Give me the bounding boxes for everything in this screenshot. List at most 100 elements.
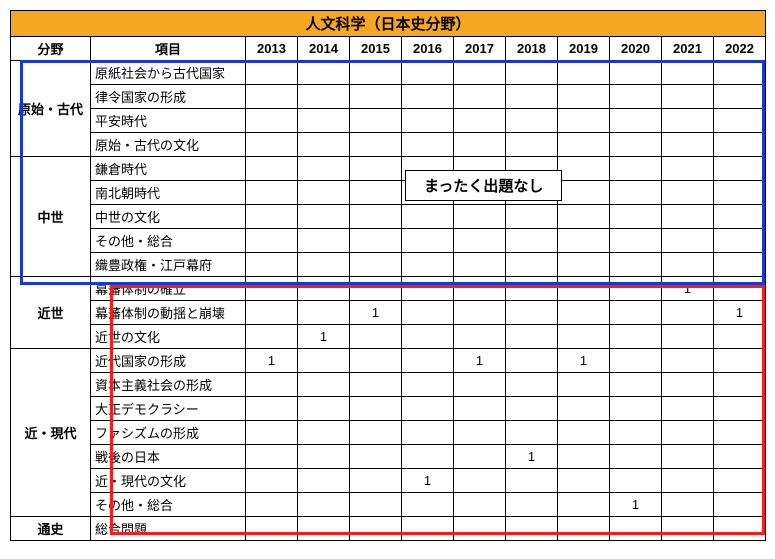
table-row: 律令国家の形成 (11, 85, 766, 109)
data-cell (610, 229, 662, 253)
data-cell (350, 277, 402, 301)
data-cell (454, 373, 506, 397)
data-cell (558, 469, 610, 493)
data-cell (662, 157, 714, 181)
data-cell (610, 445, 662, 469)
data-cell (610, 205, 662, 229)
table-title: 人文科学（日本史分野） (11, 11, 766, 37)
data-cell (714, 253, 766, 277)
data-cell (350, 373, 402, 397)
category-cell: 近世 (11, 277, 91, 349)
data-cell (506, 181, 558, 205)
data-cell (246, 277, 298, 301)
table-row: その他・総合 (11, 229, 766, 253)
table-row: 通史総合問題 (11, 517, 766, 541)
data-cell (298, 157, 350, 181)
data-cell (402, 109, 454, 133)
data-cell (454, 469, 506, 493)
data-cell (506, 325, 558, 349)
item-cell: 原紙社会から古代国家 (91, 61, 246, 85)
data-cell (714, 517, 766, 541)
col-item: 項目 (91, 37, 246, 61)
data-cell (610, 61, 662, 85)
col-year: 2016 (402, 37, 454, 61)
data-cell (714, 85, 766, 109)
data-cell: 1 (402, 469, 454, 493)
data-cell (662, 205, 714, 229)
data-cell (662, 85, 714, 109)
data-cell (298, 133, 350, 157)
category-cell: 通史 (11, 517, 91, 541)
data-cell (714, 397, 766, 421)
data-cell (714, 277, 766, 301)
data-cell (558, 133, 610, 157)
data-cell (454, 85, 506, 109)
data-cell (558, 493, 610, 517)
item-cell: ファシズムの形成 (91, 421, 246, 445)
data-cell (402, 493, 454, 517)
data-cell (454, 445, 506, 469)
data-cell (298, 181, 350, 205)
data-cell (246, 61, 298, 85)
table-row: ファシズムの形成 (11, 421, 766, 445)
data-cell (298, 61, 350, 85)
data-cell (558, 421, 610, 445)
header-row: 分野 項目 2013 2014 2015 2016 2017 2018 2019… (11, 37, 766, 61)
col-year: 2022 (714, 37, 766, 61)
data-cell (506, 61, 558, 85)
data-cell (610, 469, 662, 493)
data-cell (558, 325, 610, 349)
data-cell (662, 445, 714, 469)
data-cell (350, 445, 402, 469)
data-cell (350, 517, 402, 541)
data-cell (558, 253, 610, 277)
data-cell (506, 301, 558, 325)
data-cell (506, 469, 558, 493)
data-cell (246, 133, 298, 157)
table-row: 平安時代 (11, 109, 766, 133)
data-cell (298, 493, 350, 517)
data-cell (298, 253, 350, 277)
data-cell: 1 (558, 349, 610, 373)
item-cell: 幕藩体制の動揺と崩壊 (91, 301, 246, 325)
data-cell (506, 85, 558, 109)
data-cell (714, 325, 766, 349)
data-cell (402, 349, 454, 373)
data-cell (246, 397, 298, 421)
data-cell (662, 229, 714, 253)
data-cell: 1 (506, 445, 558, 469)
data-cell (350, 181, 402, 205)
data-cell: 1 (714, 301, 766, 325)
col-category: 分野 (11, 37, 91, 61)
table-row: 中世鎌倉時代 (11, 157, 766, 181)
data-cell (610, 133, 662, 157)
data-cell (402, 181, 454, 205)
data-cell (662, 397, 714, 421)
data-cell (662, 61, 714, 85)
data-cell (610, 349, 662, 373)
data-cell (506, 277, 558, 301)
table-row: 中世の文化 (11, 205, 766, 229)
data-cell (298, 85, 350, 109)
history-table: 人文科学（日本史分野） 分野 項目 2013 2014 2015 2016 20… (10, 10, 766, 541)
data-cell (402, 205, 454, 229)
data-cell (350, 229, 402, 253)
data-cell (714, 61, 766, 85)
item-cell: 平安時代 (91, 109, 246, 133)
item-cell: 鎌倉時代 (91, 157, 246, 181)
data-cell (558, 301, 610, 325)
table-row: 原始・古代の文化 (11, 133, 766, 157)
data-cell (610, 253, 662, 277)
data-cell (610, 157, 662, 181)
data-cell (454, 157, 506, 181)
table-row: 資本主義社会の形成 (11, 373, 766, 397)
data-cell (454, 109, 506, 133)
item-cell: その他・総合 (91, 493, 246, 517)
table-row: 戦後の日本1 (11, 445, 766, 469)
data-cell (506, 349, 558, 373)
data-cell (558, 445, 610, 469)
data-cell (662, 325, 714, 349)
data-cell (714, 157, 766, 181)
item-cell: 律令国家の形成 (91, 85, 246, 109)
data-cell (454, 277, 506, 301)
